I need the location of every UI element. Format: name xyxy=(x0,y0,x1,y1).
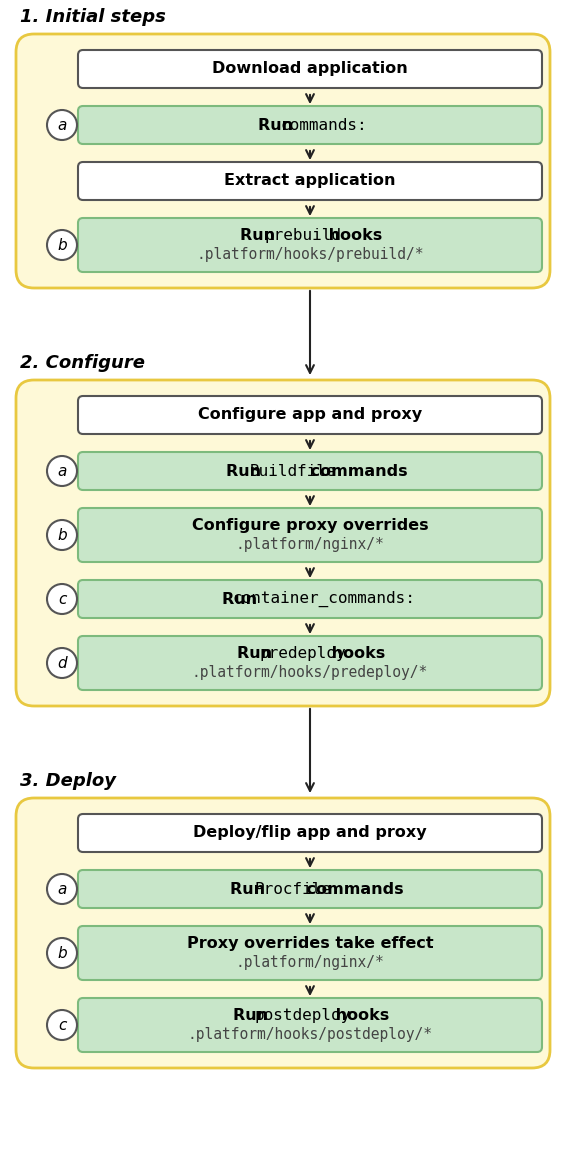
Text: d: d xyxy=(57,656,67,671)
Text: a: a xyxy=(57,463,67,478)
Text: .platform/nginx/*: .platform/nginx/* xyxy=(235,954,384,969)
Circle shape xyxy=(47,647,77,678)
Text: a: a xyxy=(57,881,67,897)
Text: .platform/hooks/postdeploy/*: .platform/hooks/postdeploy/* xyxy=(187,1027,432,1042)
Text: Run: Run xyxy=(226,463,267,478)
Text: Extract application: Extract application xyxy=(224,174,396,188)
FancyBboxPatch shape xyxy=(16,798,550,1068)
Text: Proxy overrides take effect: Proxy overrides take effect xyxy=(187,936,434,952)
Text: .platform/nginx/*: .platform/nginx/* xyxy=(235,537,384,552)
Text: Run: Run xyxy=(237,646,277,662)
Text: .platform/hooks/prebuild/*: .platform/hooks/prebuild/* xyxy=(196,247,424,262)
Circle shape xyxy=(47,230,77,260)
Text: c: c xyxy=(58,591,66,606)
Text: commands: commands xyxy=(305,463,407,478)
Text: Configure proxy overrides: Configure proxy overrides xyxy=(192,518,428,533)
Circle shape xyxy=(47,584,77,615)
Circle shape xyxy=(47,938,77,968)
Text: hooks: hooks xyxy=(330,1008,389,1023)
Text: Configure app and proxy: Configure app and proxy xyxy=(198,408,422,423)
Circle shape xyxy=(47,521,77,550)
Text: c: c xyxy=(58,1018,66,1033)
FancyBboxPatch shape xyxy=(78,219,542,271)
Circle shape xyxy=(47,110,77,140)
Text: Download application: Download application xyxy=(212,61,408,76)
Text: hooks: hooks xyxy=(326,646,385,662)
Text: Buildfile: Buildfile xyxy=(250,463,336,478)
Text: Procfile: Procfile xyxy=(254,881,331,897)
Text: a: a xyxy=(57,118,67,133)
Text: b: b xyxy=(57,946,67,960)
Text: container_commands:: container_commands: xyxy=(233,591,415,607)
FancyBboxPatch shape xyxy=(16,380,550,706)
Text: Run: Run xyxy=(233,1008,274,1023)
FancyBboxPatch shape xyxy=(78,396,542,434)
Text: Run: Run xyxy=(230,881,271,897)
Text: prebuild: prebuild xyxy=(264,228,342,243)
Circle shape xyxy=(47,1010,77,1040)
Text: b: b xyxy=(57,237,67,253)
Text: hooks: hooks xyxy=(323,228,382,243)
Text: predeploy: predeploy xyxy=(260,646,346,662)
Text: commands:: commands: xyxy=(281,118,367,133)
Circle shape xyxy=(47,456,77,486)
FancyBboxPatch shape xyxy=(78,580,542,618)
Text: 1. Initial steps: 1. Initial steps xyxy=(20,8,166,26)
Text: postdeploy: postdeploy xyxy=(255,1008,351,1023)
Text: commands: commands xyxy=(301,881,404,897)
FancyBboxPatch shape xyxy=(78,814,542,852)
Text: Deploy/flip app and proxy: Deploy/flip app and proxy xyxy=(193,826,427,840)
Text: 2. Configure: 2. Configure xyxy=(20,354,145,372)
FancyBboxPatch shape xyxy=(16,34,550,288)
FancyBboxPatch shape xyxy=(78,636,542,690)
Text: .platform/hooks/predeploy/*: .platform/hooks/predeploy/* xyxy=(192,665,428,679)
FancyBboxPatch shape xyxy=(78,926,542,980)
FancyBboxPatch shape xyxy=(78,998,542,1052)
FancyBboxPatch shape xyxy=(78,106,542,145)
Text: b: b xyxy=(57,528,67,543)
FancyBboxPatch shape xyxy=(78,452,542,490)
FancyBboxPatch shape xyxy=(78,870,542,908)
FancyBboxPatch shape xyxy=(78,162,542,200)
Text: Run: Run xyxy=(222,591,263,606)
Circle shape xyxy=(47,874,77,904)
Text: Run: Run xyxy=(241,228,281,243)
Text: Run: Run xyxy=(258,118,298,133)
FancyBboxPatch shape xyxy=(78,51,542,88)
FancyBboxPatch shape xyxy=(78,508,542,562)
Text: 3. Deploy: 3. Deploy xyxy=(20,772,116,790)
